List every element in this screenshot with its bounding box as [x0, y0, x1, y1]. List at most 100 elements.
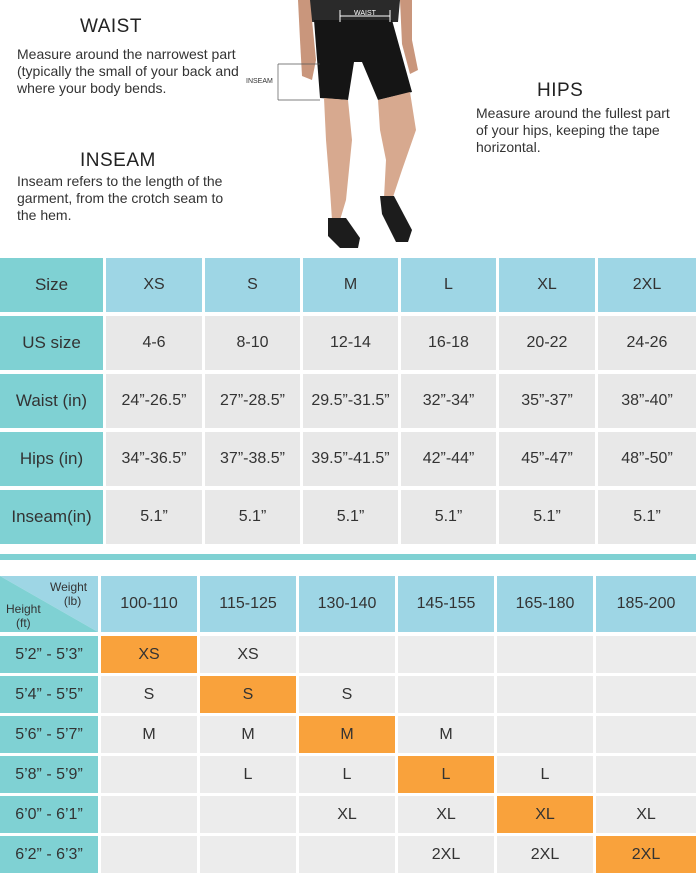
hw-cell [596, 716, 696, 753]
size-cell: 20-22 [499, 316, 595, 370]
hw-cell [299, 836, 395, 873]
hw-header-col: 130-140 [299, 576, 395, 632]
hw-cell-recommended: XS [101, 636, 197, 673]
size-cell: 24-26 [598, 316, 696, 370]
model-figure: WAIST INSEAM [246, 0, 438, 252]
hw-header-col: 100-110 [101, 576, 197, 632]
hw-cell [596, 676, 696, 713]
inseam-title: INSEAM [80, 150, 156, 171]
size-cell: 27”-28.5” [205, 374, 300, 428]
size-cell: 29.5”-31.5” [303, 374, 398, 428]
hw-row: 6’2” - 6’3” 2XL 2XL 2XL [0, 836, 696, 873]
size-header-2xl: 2XL [598, 258, 696, 312]
size-cell: 5.1” [401, 490, 496, 544]
hw-cell [497, 636, 593, 673]
hw-cell [101, 756, 197, 793]
hw-header-col: 185-200 [596, 576, 696, 632]
size-cell: 48”-50” [598, 432, 696, 486]
hw-row: 5’8” - 5’9” L L L L [0, 756, 696, 793]
hw-cell [398, 676, 494, 713]
size-cell: 5.1” [106, 490, 202, 544]
size-row-label: US size [0, 316, 103, 370]
size-cell: 4-6 [106, 316, 202, 370]
hw-row: 5’6” - 5’7” M M M M [0, 716, 696, 753]
hw-cell [101, 796, 197, 833]
section-divider [0, 554, 696, 560]
hw-weight-label: Weight (lb) [50, 580, 87, 608]
hw-cell: XL [398, 796, 494, 833]
size-cell: 37”-38.5” [205, 432, 300, 486]
hw-cell [596, 636, 696, 673]
hw-row-label: 5’6” - 5’7” [0, 716, 98, 753]
size-row-inseam: Inseam(in) 5.1” 5.1” 5.1” 5.1” 5.1” 5.1” [0, 490, 696, 544]
size-cell: 16-18 [401, 316, 496, 370]
hw-cell [596, 756, 696, 793]
weight-text: Weight [50, 580, 88, 594]
hw-cell: M [101, 716, 197, 753]
waist-description: Measure around the narrowest part (typic… [17, 46, 239, 96]
size-cell: 5.1” [303, 490, 398, 544]
size-cell: 12-14 [303, 316, 398, 370]
size-header-m: M [303, 258, 398, 312]
hw-header-row: Weight (lb) Height (ft) 100-110 115-125 … [0, 576, 696, 632]
hw-height-label: Height (ft) [6, 602, 41, 630]
size-row-waist: Waist (in) 24”-26.5” 27”-28.5” 29.5”-31.… [0, 374, 696, 428]
hw-cell-recommended: L [398, 756, 494, 793]
hw-cell: S [299, 676, 395, 713]
size-header-xs: XS [106, 258, 202, 312]
hw-cell [101, 836, 197, 873]
figure-waist-label: WAIST [354, 10, 376, 17]
hw-row-label: 5’8” - 5’9” [0, 756, 98, 793]
hw-header-col: 115-125 [200, 576, 296, 632]
height-weight-table: Weight (lb) Height (ft) 100-110 115-125 … [0, 576, 696, 879]
size-header-s: S [205, 258, 300, 312]
weight-unit-text: (lb) [63, 594, 82, 608]
hw-cell [398, 636, 494, 673]
size-row-label: Inseam(in) [0, 490, 103, 544]
hw-cell: M [200, 716, 296, 753]
height-unit-text: (ft) [16, 616, 31, 630]
hw-cell [200, 836, 296, 873]
hw-cell [497, 716, 593, 753]
hw-cell-recommended: S [200, 676, 296, 713]
inseam-description: Inseam refers to the length of the garme… [17, 173, 224, 223]
size-cell: 5.1” [205, 490, 300, 544]
figure-inseam-label: INSEAM [246, 78, 273, 85]
hips-title: HIPS [537, 80, 584, 101]
hw-cell: XS [200, 636, 296, 673]
size-cell: 45”-47” [499, 432, 595, 486]
hw-row-label: 6’2” - 6’3” [0, 836, 98, 873]
hw-cell: L [299, 756, 395, 793]
size-cell: 5.1” [499, 490, 595, 544]
hw-cell: L [200, 756, 296, 793]
size-cell: 8-10 [205, 316, 300, 370]
hips-description: Measure around the fullest part of your … [476, 105, 670, 155]
hw-cell [200, 796, 296, 833]
size-cell: 32”-34” [401, 374, 496, 428]
size-header-row: Size XS S M L XL 2XL [0, 258, 696, 312]
hw-cell-recommended: XL [497, 796, 593, 833]
hw-cell [299, 636, 395, 673]
size-header-xl: XL [499, 258, 595, 312]
size-cell: 35”-37” [499, 374, 595, 428]
hw-cell: S [101, 676, 197, 713]
hw-row-label: 5’4” - 5’5” [0, 676, 98, 713]
hw-header-col: 165-180 [497, 576, 593, 632]
hw-cell [497, 676, 593, 713]
hw-row: 5’2” - 5’3” XS XS [0, 636, 696, 673]
size-cell: 34”-36.5” [106, 432, 202, 486]
size-cell: 5.1” [598, 490, 696, 544]
size-row-us: US size 4-6 8-10 12-14 16-18 20-22 24-26 [0, 316, 696, 370]
hw-cell: 2XL [497, 836, 593, 873]
hw-row: 6’0” - 6’1” XL XL XL XL [0, 796, 696, 833]
hw-cell: 2XL [398, 836, 494, 873]
hw-cell: XL [596, 796, 696, 833]
height-text: Height [6, 602, 41, 616]
hw-header-col: 145-155 [398, 576, 494, 632]
size-row-label: Waist (in) [0, 374, 103, 428]
size-cell: 39.5”-41.5” [303, 432, 398, 486]
hw-row-label: 6’0” - 6’1” [0, 796, 98, 833]
hw-row-label: 5’2” - 5’3” [0, 636, 98, 673]
waist-title: WAIST [80, 16, 142, 37]
size-cell: 24”-26.5” [106, 374, 202, 428]
